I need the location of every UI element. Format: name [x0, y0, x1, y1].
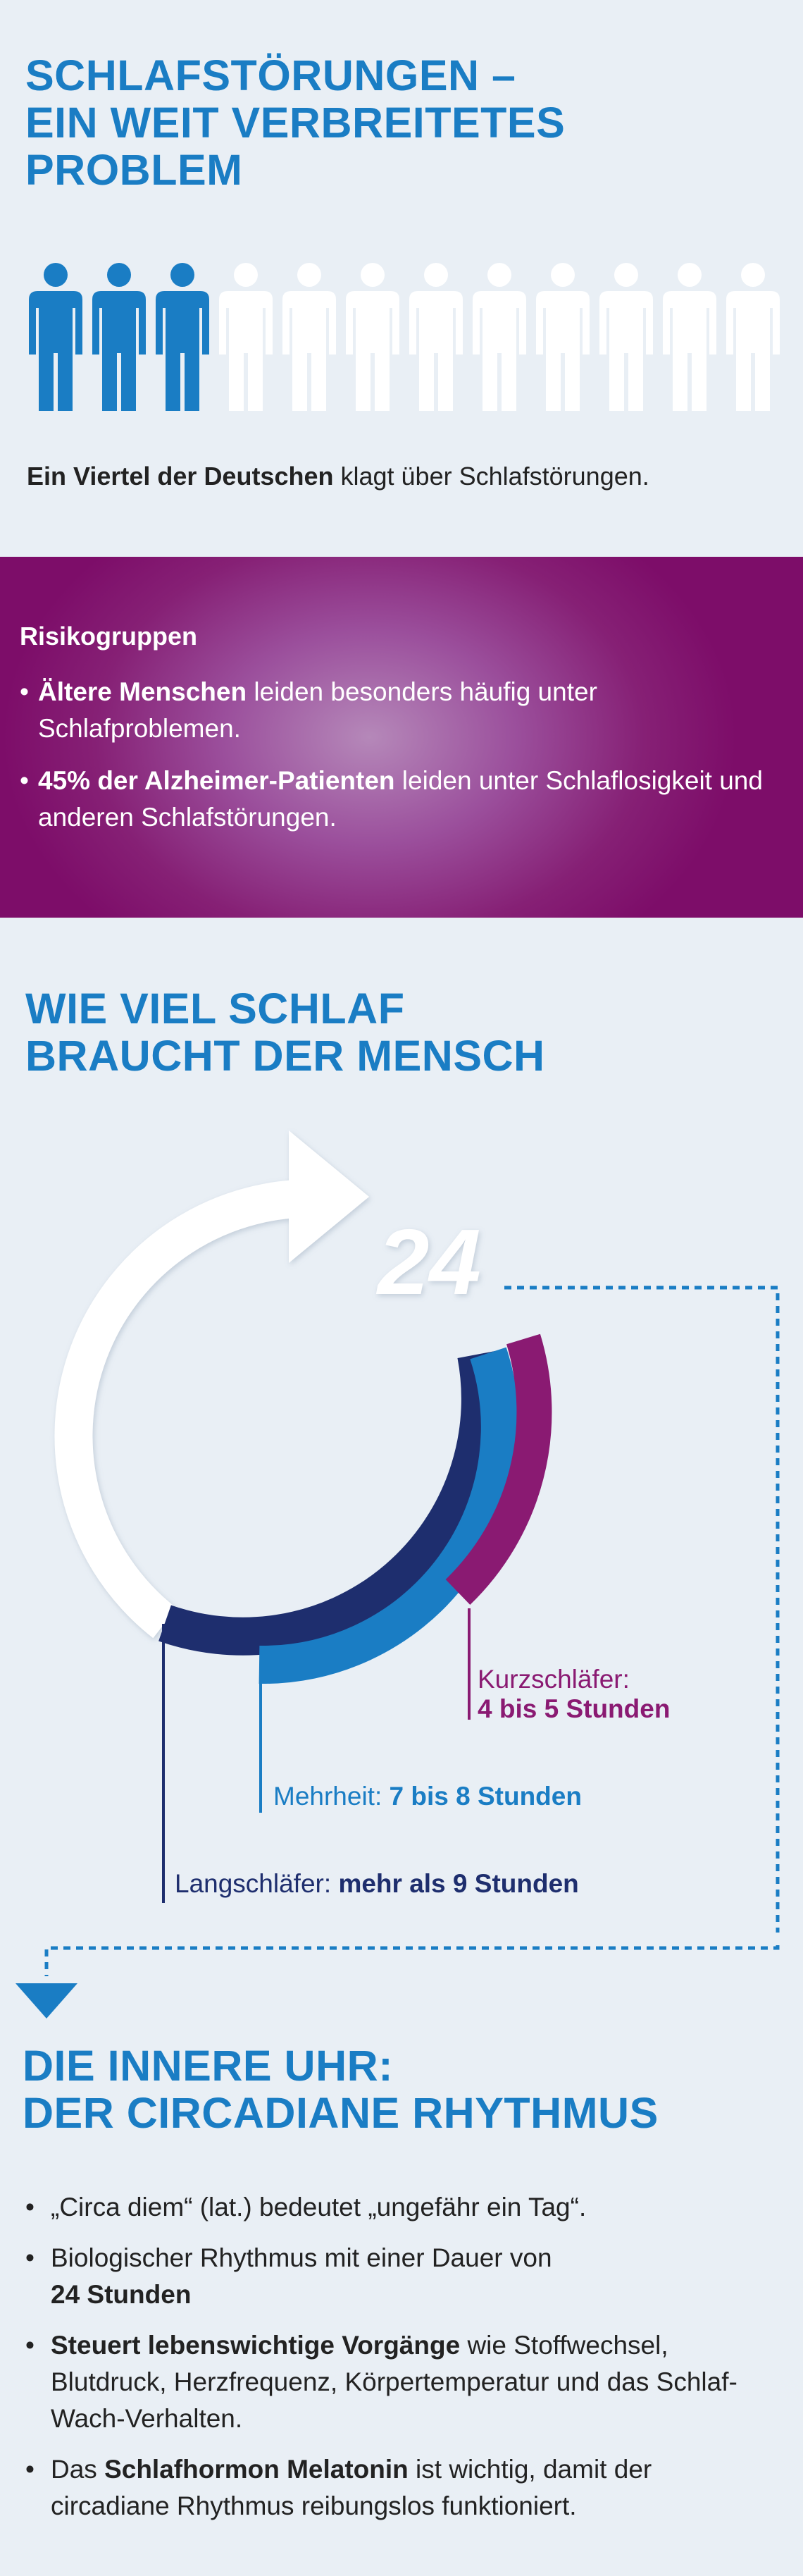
arrow-down-icon [15, 1983, 77, 2019]
title-line: SCHLAFSTÖRUNGEN – [25, 51, 516, 99]
intro-rest: klagt über Schlafstörungen. [333, 462, 649, 491]
person-icon [536, 263, 590, 411]
item-text: Biologischer Rhythmus mit einer Dauer vo… [51, 2243, 552, 2272]
long-sleeper-arc [158, 1350, 499, 1656]
title-line: BRAUCHT DER MENSCH [25, 1032, 545, 1080]
person-icon-highlighted [156, 263, 209, 411]
item-bold: Ältere Menschen [38, 677, 247, 706]
long-sleeper-caption: Langschläfer: mehr als 9 Stunden [175, 1869, 579, 1899]
short-sleeper-value: 4 bis 5 Stunden [478, 1694, 671, 1723]
person-icon [409, 263, 463, 411]
day-cycle-arrow [54, 1130, 369, 1639]
circadian-rhythm-section: DIE INNERE UHR: DER CIRCADIANE RHYTHMUS … [0, 1933, 803, 2576]
person-icon [473, 263, 526, 411]
person-icon-highlighted [29, 263, 82, 411]
item-bold: Schlafhormon Melatonin [104, 2455, 409, 2484]
sleep-need-section: 24 WIE VIEL SCHLAF BRAUCHT DER MENSCH Ku… [0, 918, 803, 1933]
person-icon [346, 263, 399, 411]
title-line: PROBLEM [25, 146, 243, 195]
person-icon [219, 263, 273, 411]
short-sleeper-label: Kurzschläfer: [478, 1665, 630, 1694]
short-sleeper-caption: Kurzschläfer: 4 bis 5 Stunden [478, 1665, 670, 1724]
list-item: Steuert lebenswichtige Vorgänge wie Stof… [25, 2327, 772, 2437]
majority-label: Mehrheit: [273, 1782, 390, 1811]
person-icon [663, 263, 716, 411]
person-icon [282, 263, 336, 411]
title-line: WIE VIEL SCHLAF [25, 985, 405, 1033]
long-sleeper-label: Langschläfer: [175, 1869, 339, 1898]
list-item: Das Schlafhormon Melatonin ist wichtig, … [25, 2451, 772, 2525]
majority-arc [259, 1347, 519, 1684]
short-sleeper-arc [445, 1333, 552, 1605]
item-text: „Circa diem“ (lat.) bedeutet „ungefähr e… [51, 2193, 587, 2221]
sleep-cycle-diagram: 24 [54, 1130, 780, 1933]
item-bold: 24 Stunden [51, 2280, 192, 2309]
page-title: SCHLAFSTÖRUNGEN – EIN WEIT VERBREITETES … [25, 51, 566, 195]
risk-groups-banner: Risikogruppen Ältere Menschen leiden bes… [0, 557, 803, 918]
item-text: Das [51, 2455, 105, 2484]
section-title: WIE VIEL SCHLAF BRAUCHT DER MENSCH [25, 985, 545, 1080]
risk-groups-heading: Risikogruppen [20, 622, 198, 651]
person-icon [599, 263, 653, 411]
people-pictogram [29, 263, 780, 411]
dotted-connector [504, 1286, 780, 1933]
item-text: leiden unter Schlaflosigkeit und anderen… [38, 766, 763, 832]
circadian-facts-list: „Circa diem“ (lat.) bedeutet „ungefähr e… [25, 2189, 772, 2539]
title-line: DIE INNERE UHR: [23, 2042, 394, 2090]
item-text: wie Stoffwechsel, Blutdruck, Herzfrequen… [51, 2331, 737, 2433]
long-sleeper-value: mehr als 9 Stunden [338, 1869, 579, 1898]
item-bold: Steuert lebenswichtige Vorgänge [51, 2331, 461, 2360]
item-bold: 45% der Alzheimer-Patienten [38, 766, 395, 795]
person-icon-highlighted [92, 263, 146, 411]
list-item: 45% der Alzheimer-Patienten leiden unter… [20, 763, 766, 836]
intro-bold: Ein Viertel der Deutschen [27, 462, 334, 491]
item-text: leiden besonders häufig unter Schlafprob… [38, 677, 597, 743]
majority-value: 7 bis 8 Stunden [389, 1782, 582, 1811]
item-text: ist wichtig, damit der circadiane Rhythm… [51, 2455, 652, 2520]
risk-groups-list: Ältere Menschen leiden besonders häufig … [20, 674, 766, 851]
list-item: „Circa diem“ (lat.) bedeutet „ungefähr e… [25, 2189, 772, 2226]
title-line: EIN WEIT VERBREITETES [25, 99, 566, 147]
hours-label: 24 [375, 1210, 481, 1314]
title-line: DER CIRCADIANE RHYTHMUS [23, 2089, 659, 2138]
section-sleep-disorders: SCHLAFSTÖRUNGEN – EIN WEIT VERBREITETES … [0, 0, 803, 557]
section-title: DIE INNERE UHR: DER CIRCADIANE RHYTHMUS [23, 2042, 659, 2137]
list-item: Ältere Menschen leiden besonders häufig … [20, 674, 766, 747]
connector-arrow [15, 1945, 780, 2019]
person-icon [726, 263, 780, 411]
list-item: Biologischer Rhythmus mit einer Dauer vo… [25, 2240, 772, 2313]
majority-caption: Mehrheit: 7 bis 8 Stunden [273, 1782, 582, 1811]
intro-text: Ein Viertel der Deutschen klagt über Sch… [27, 462, 649, 491]
